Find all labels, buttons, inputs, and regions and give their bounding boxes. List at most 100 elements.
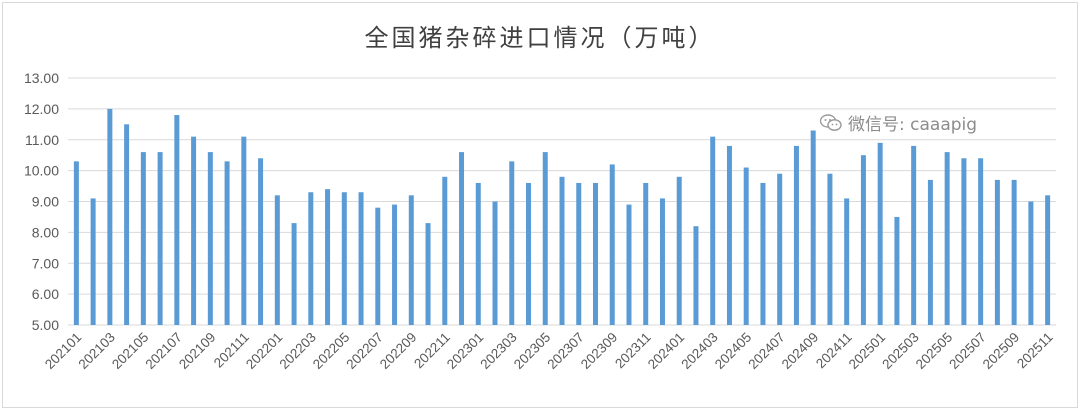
bar-202509 bbox=[1011, 179, 1017, 325]
x-tick-label: 202409 bbox=[779, 330, 821, 372]
bar-202405 bbox=[743, 167, 749, 325]
bar-202501 bbox=[877, 142, 883, 325]
bar-202502 bbox=[894, 216, 900, 325]
bar-202511 bbox=[1045, 195, 1051, 325]
x-tick-label: 202305 bbox=[511, 330, 553, 372]
bar-202307 bbox=[576, 182, 582, 325]
chart-title: 全国猪杂碎进口情况（万吨） bbox=[364, 24, 716, 52]
y-tick-label: 9.00 bbox=[32, 194, 59, 210]
x-tick-label: 202503 bbox=[879, 330, 921, 372]
x-tick-label: 202309 bbox=[578, 330, 620, 372]
bar-202110 bbox=[224, 161, 230, 325]
bar-202504 bbox=[927, 179, 933, 325]
bar-202103 bbox=[107, 108, 113, 325]
bar-202402 bbox=[693, 226, 699, 325]
y-tick-label: 10.00 bbox=[24, 163, 59, 179]
y-tick-label: 6.00 bbox=[32, 286, 59, 302]
bar-202503 bbox=[911, 145, 917, 325]
x-tick-label: 202507 bbox=[946, 330, 988, 372]
bar-202302 bbox=[492, 201, 498, 325]
x-tick-label: 202205 bbox=[310, 330, 352, 372]
bar-202108 bbox=[191, 136, 197, 325]
x-tick-label: 202403 bbox=[678, 330, 720, 372]
bar-202201 bbox=[274, 195, 280, 325]
bar-202212 bbox=[459, 152, 465, 325]
bar-202206 bbox=[358, 192, 364, 325]
bar-202410 bbox=[827, 173, 833, 325]
watermark-text: 微信号: caaapig bbox=[848, 115, 978, 135]
x-tick-label: 202405 bbox=[712, 330, 754, 372]
x-tick-label: 202407 bbox=[745, 330, 787, 372]
bar-202202 bbox=[291, 223, 297, 325]
x-tick-label: 202101 bbox=[42, 330, 84, 372]
bar-202309 bbox=[609, 164, 615, 325]
bar-202102 bbox=[90, 198, 96, 325]
bar-202205 bbox=[341, 192, 347, 325]
bar-202407 bbox=[777, 173, 783, 325]
bar-202404 bbox=[726, 145, 732, 325]
bar-202312 bbox=[659, 198, 665, 325]
bar-202304 bbox=[526, 182, 532, 325]
bar-202111 bbox=[241, 136, 247, 325]
y-tick-label: 7.00 bbox=[32, 255, 59, 271]
bar-202104 bbox=[124, 124, 130, 325]
bar-202408 bbox=[793, 145, 799, 325]
y-tick-label: 8.00 bbox=[32, 224, 59, 240]
y-axis-tick-labels: 5.00 6.00 7.00 8.00 9.00 10.00 11.00 12.00 13.00 bbox=[24, 70, 59, 333]
bars bbox=[73, 108, 1051, 325]
x-tick-label: 202511 bbox=[1014, 330, 1056, 372]
bar-202303 bbox=[509, 161, 515, 325]
x-tick-label: 202307 bbox=[544, 330, 586, 372]
bar-202209 bbox=[408, 195, 414, 325]
x-tick-label: 202209 bbox=[377, 330, 419, 372]
bar-202204 bbox=[325, 189, 331, 325]
wechat-icon bbox=[819, 113, 842, 132]
bar-202306 bbox=[559, 176, 565, 325]
y-tick-label: 12.00 bbox=[24, 101, 59, 117]
bar-202505 bbox=[944, 152, 950, 325]
bar-202208 bbox=[392, 204, 398, 325]
bar-202211 bbox=[442, 176, 448, 325]
watermark: 微信号: caaapig bbox=[819, 110, 978, 135]
y-tick-label: 11.00 bbox=[25, 132, 59, 148]
x-tick-label: 202103 bbox=[76, 330, 118, 372]
bar-202507 bbox=[978, 158, 984, 325]
x-tick-label: 202201 bbox=[243, 330, 285, 372]
bar-202412 bbox=[860, 155, 866, 325]
bar-202109 bbox=[207, 152, 213, 325]
x-tick-label: 202301 bbox=[444, 330, 486, 372]
x-tick-label: 202109 bbox=[176, 330, 218, 372]
bar-202401 bbox=[676, 176, 682, 325]
x-tick-label: 202501 bbox=[846, 330, 888, 372]
bar-202403 bbox=[710, 136, 716, 325]
bar-202112 bbox=[258, 158, 264, 325]
x-tick-label: 202401 bbox=[645, 330, 687, 372]
x-tick-label: 202505 bbox=[913, 330, 955, 372]
y-tick-label: 5.00 bbox=[32, 317, 59, 333]
x-tick-label: 202107 bbox=[142, 330, 184, 372]
bar-202311 bbox=[643, 182, 649, 325]
bar-202411 bbox=[844, 198, 850, 325]
x-tick-label: 202509 bbox=[980, 330, 1022, 372]
bar-202207 bbox=[375, 207, 381, 325]
bar-202101 bbox=[73, 161, 79, 325]
x-tick-label: 202105 bbox=[109, 330, 151, 372]
bar-202506 bbox=[961, 158, 967, 325]
bar-202305 bbox=[542, 152, 548, 325]
x-tick-label: 202303 bbox=[477, 330, 519, 372]
bar-202106 bbox=[157, 152, 163, 325]
y-tick-label: 13.00 bbox=[24, 70, 59, 86]
bar-202210 bbox=[425, 223, 431, 325]
bar-202510 bbox=[1028, 201, 1034, 325]
bar-202406 bbox=[760, 182, 766, 325]
bar-202301 bbox=[475, 182, 481, 325]
bar-202107 bbox=[174, 115, 180, 325]
bar-202203 bbox=[308, 192, 314, 325]
x-tick-label: 202203 bbox=[276, 330, 318, 372]
bar-202105 bbox=[140, 152, 146, 325]
bar-202308 bbox=[592, 182, 598, 325]
x-tick-label: 202207 bbox=[343, 330, 385, 372]
bar-202409 bbox=[810, 130, 816, 325]
